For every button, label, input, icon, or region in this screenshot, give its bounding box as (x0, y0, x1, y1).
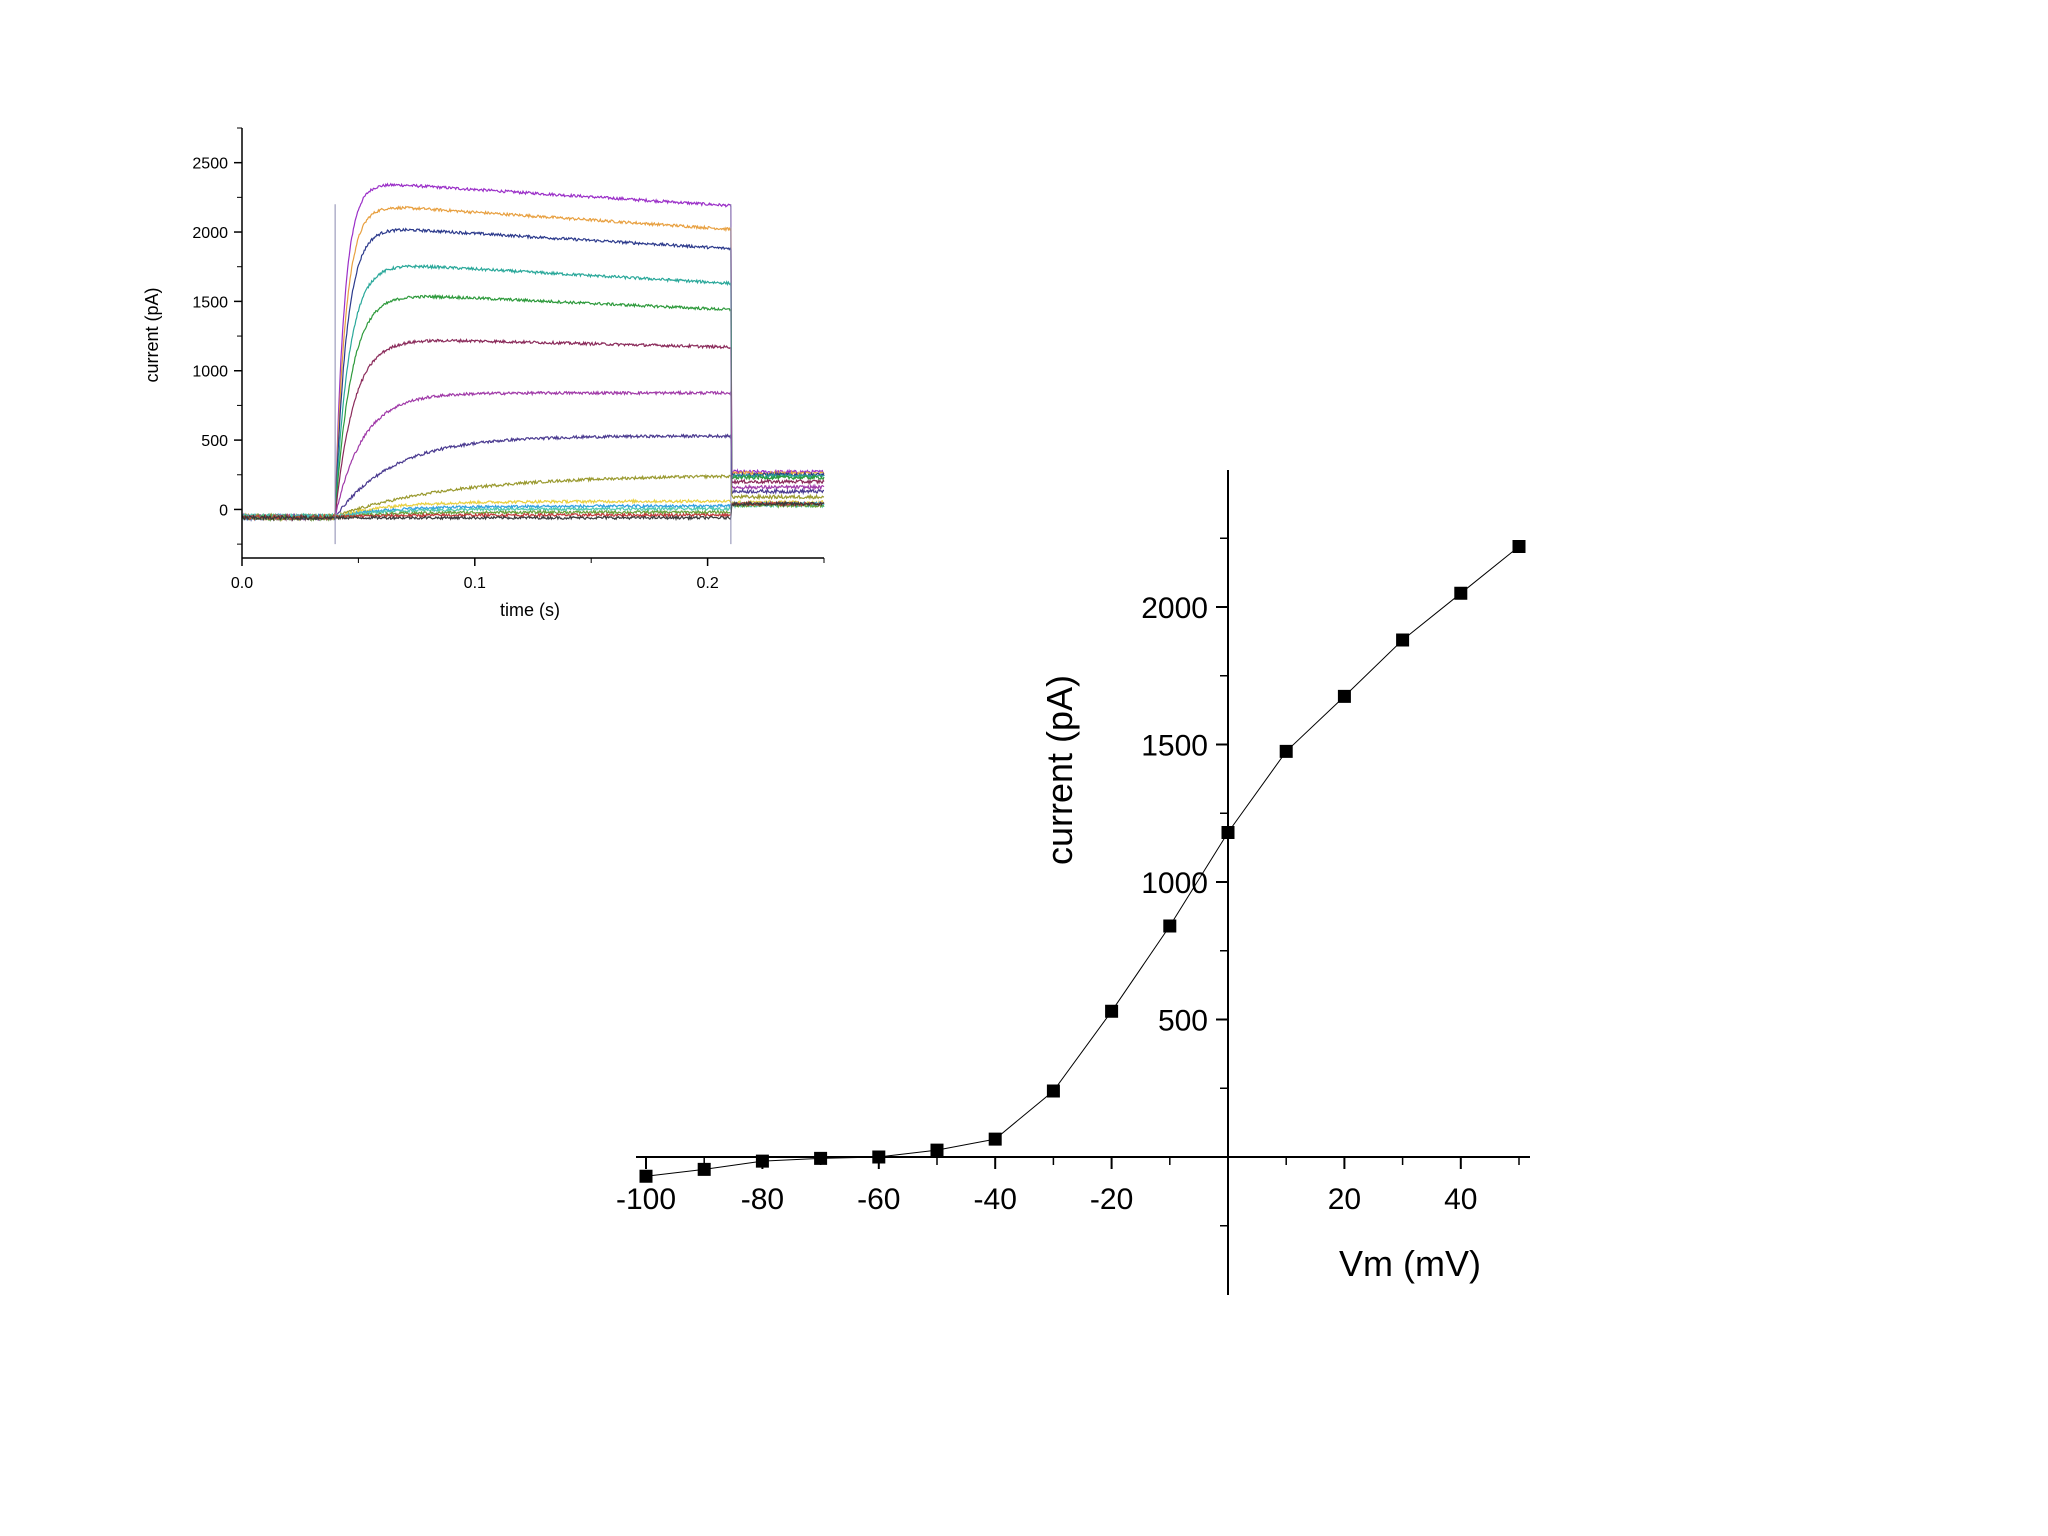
iv-y-tick-label: 1500 (1141, 730, 1208, 763)
iv-x-tick-label: 40 (1444, 1183, 1477, 1216)
traces-x-axis-label: time (s) (500, 600, 560, 620)
iv-data-point (988, 1132, 1002, 1146)
iv-x-tick-label: 20 (1328, 1183, 1361, 1216)
traces-x-tick-label: 0.0 (231, 575, 253, 592)
iv-y-ticks: 500 1000 1500 2000 (1141, 537, 1228, 1227)
iv-y-tick-label: 2000 (1141, 592, 1208, 625)
trace-line-2 (241, 205, 825, 521)
iv-data-point (930, 1143, 944, 1157)
traces-x-ticks: 0.0 0.1 0.2 (231, 558, 825, 592)
traces-x-tick-label: 0.1 (464, 575, 486, 592)
traces-y-tick-label: 500 (201, 433, 228, 450)
trace-line-8 (241, 433, 824, 521)
iv-data-point (1454, 586, 1468, 600)
traces-y-tick-label: 0 (219, 502, 228, 519)
iv-series-line (645, 546, 1520, 1177)
iv-x-tick-label: -40 (974, 1183, 1017, 1216)
iv-data-point (1105, 1004, 1119, 1018)
iv-data-points (639, 540, 1526, 1183)
trace-line-15 (241, 500, 825, 522)
iv-data-point (1512, 540, 1526, 553)
iv-curve-chart: -100 -80 -60 -40 -20 20 40 500 1000 1500 2000 Vm … (616, 470, 1530, 1295)
iv-x-tick-label: -60 (857, 1183, 900, 1216)
iv-x-tick-label: -100 (616, 1183, 676, 1216)
traces-y-tick-label: 1000 (192, 364, 228, 381)
trace-line-4 (241, 263, 825, 521)
iv-x-ticks: -100 -80 -60 -40 -20 20 40 (616, 1157, 1520, 1216)
trace-line-5 (241, 293, 825, 522)
trace-line-6 (241, 337, 825, 522)
traces-y-tick-label: 1500 (192, 294, 228, 311)
traces-y-ticks: 0 500 1000 1500 2000 2500 (192, 127, 242, 545)
trace-line-7 (241, 389, 825, 521)
iv-data-point (1163, 919, 1177, 933)
iv-x-tick-label: -80 (741, 1183, 784, 1216)
iv-data-point (1279, 744, 1293, 758)
traces-y-tick-label: 2500 (192, 156, 228, 173)
traces-y-tick-label: 2000 (192, 225, 228, 242)
trace-line-3 (241, 227, 825, 522)
iv-data-point (1396, 633, 1410, 647)
iv-data-point (1337, 689, 1351, 703)
iv-y-axis-label: current (pA) (1039, 675, 1080, 865)
iv-x-tick-label: -20 (1090, 1183, 1133, 1216)
iv-y-tick-label: 1000 (1141, 867, 1208, 900)
iv-data-point (1046, 1084, 1060, 1098)
traces-x-tick-label: 0.2 (696, 575, 718, 592)
iv-data-point (697, 1162, 711, 1176)
trace-lines (241, 182, 825, 545)
iv-y-tick-label: 500 (1158, 1005, 1208, 1038)
iv-data-point (639, 1169, 653, 1183)
traces-y-axis-label: current (pA) (142, 287, 162, 382)
trace-line-1 (241, 182, 824, 522)
iv-x-axis-label: Vm (mV) (1339, 1243, 1481, 1284)
